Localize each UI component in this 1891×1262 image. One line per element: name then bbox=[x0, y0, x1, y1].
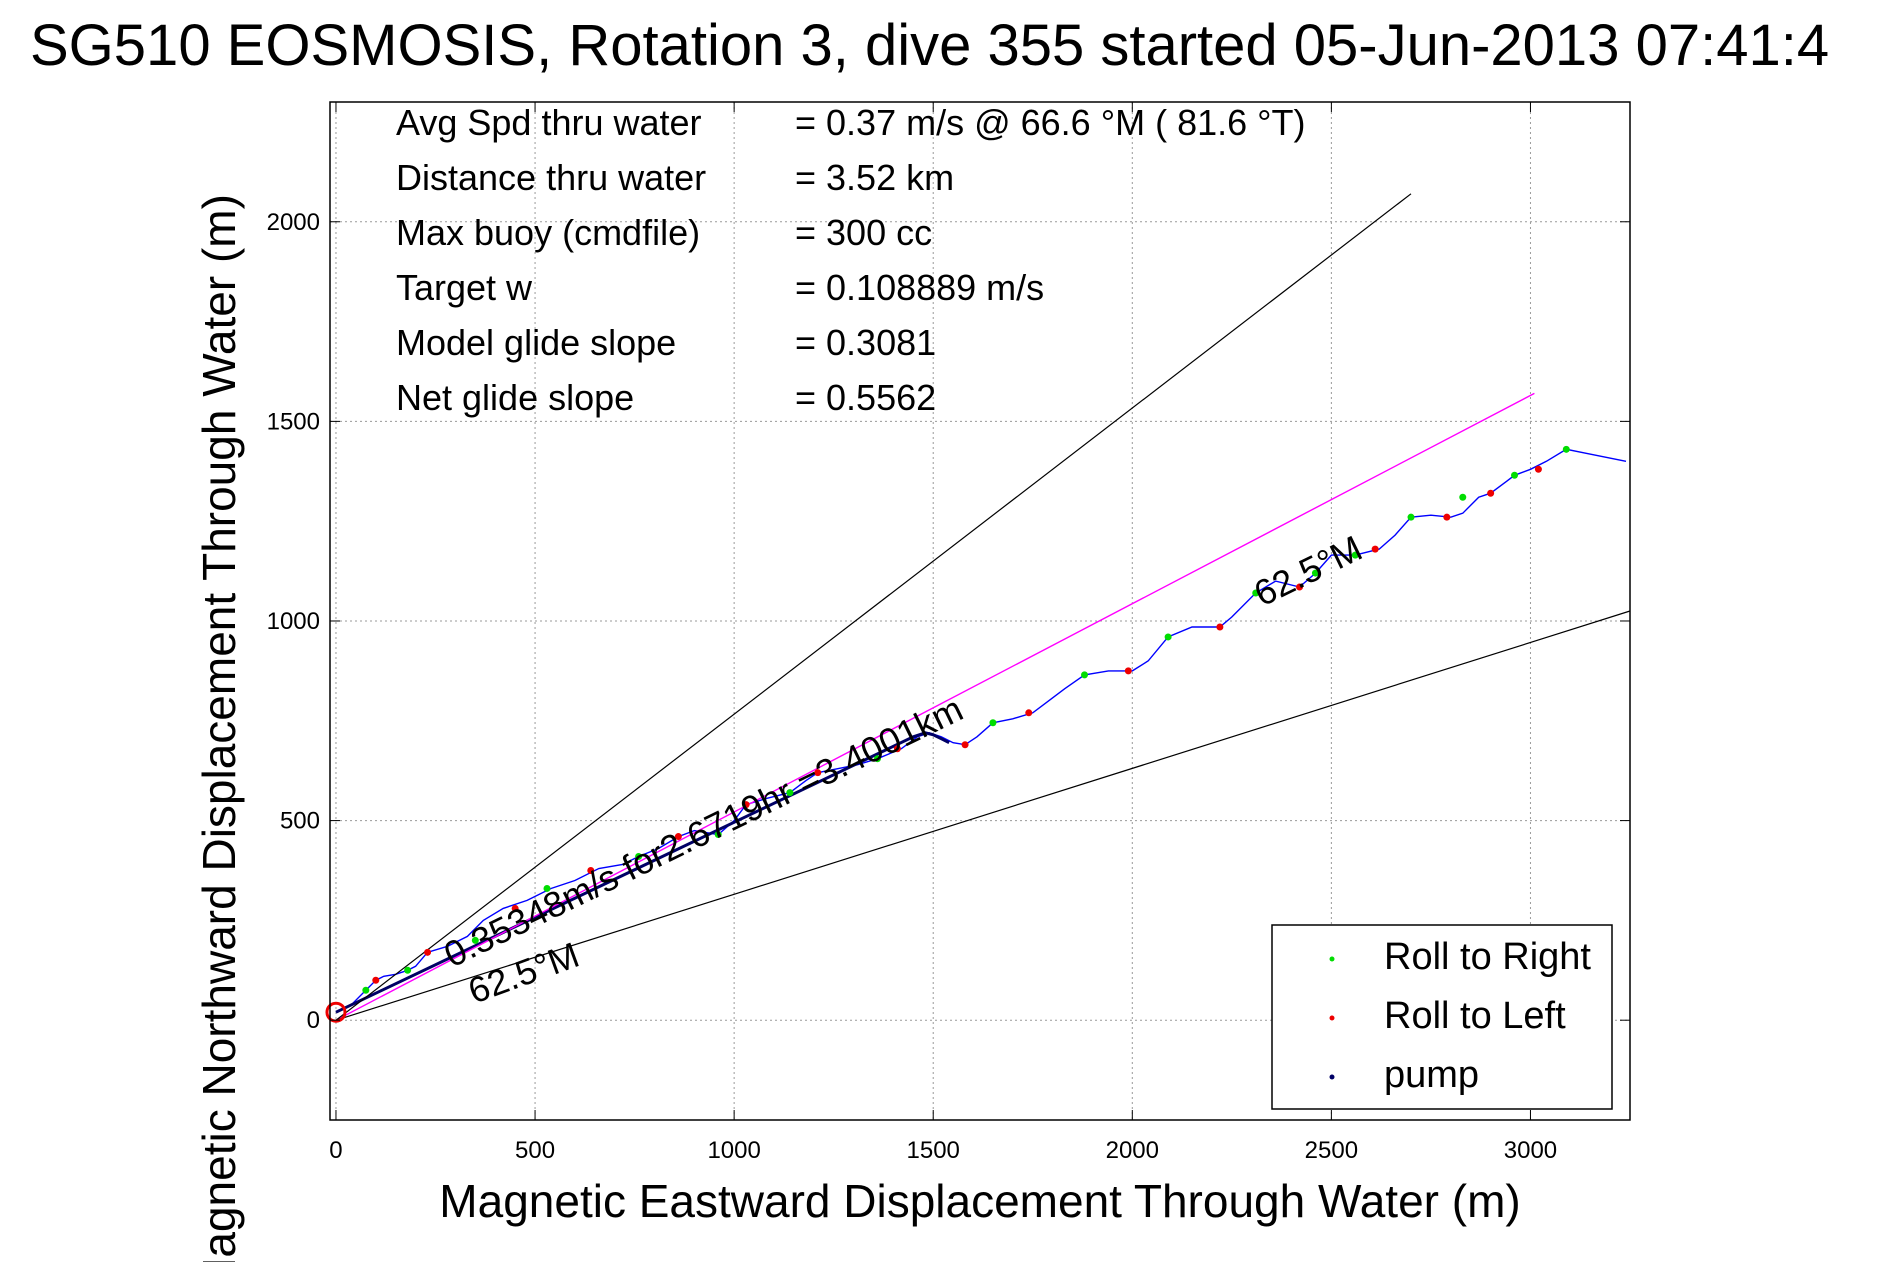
legend-label: Roll to Left bbox=[1384, 995, 1566, 1037]
y-tick-label: 0 bbox=[307, 1007, 320, 1034]
roll-left-marker bbox=[1124, 667, 1132, 675]
roll-right-marker bbox=[1562, 445, 1570, 453]
roll-right-marker bbox=[1164, 633, 1172, 641]
x-axis-ticks: 0 500 1000 1500 2000 2500 3000 bbox=[329, 102, 1557, 1164]
x-tick-label: 1000 bbox=[707, 1137, 760, 1164]
stat-value: = 0.108889 m/s bbox=[795, 267, 1044, 308]
stat-label: Max buoy (cmdfile) bbox=[396, 212, 700, 253]
pump-segment bbox=[335, 731, 950, 1014]
roll-right-marker bbox=[873, 755, 881, 763]
roll-right-marker bbox=[786, 789, 794, 797]
legend-box bbox=[1271, 924, 1613, 1110]
stat-label: Distance thru water bbox=[396, 157, 706, 198]
roll-right-marker bbox=[1351, 551, 1359, 559]
y-tick-label: 1500 bbox=[267, 408, 320, 435]
x-tick-label: 3000 bbox=[1504, 1137, 1557, 1164]
roll-left-marker bbox=[1025, 709, 1033, 717]
depth-average-vector-line bbox=[335, 392, 1535, 1021]
roll-right-marker bbox=[989, 719, 997, 727]
roll-right-marker bbox=[635, 853, 643, 861]
legend: Roll to Right Roll to Left pump bbox=[1271, 924, 1613, 1110]
stat-label: Model glide slope bbox=[396, 322, 676, 363]
legend-label: Roll to Right bbox=[1384, 936, 1591, 978]
stats-block: Avg Spd thru water = 0.37 m/s @ 66.6 °M (… bbox=[396, 102, 1306, 418]
plot-lines bbox=[335, 193, 1631, 1021]
x-tick-label: 2000 bbox=[1106, 1137, 1159, 1164]
roll-left-marker bbox=[1443, 513, 1451, 521]
roll-left-marker bbox=[1216, 623, 1224, 631]
roll-left-marker bbox=[587, 866, 595, 874]
stat-label: Avg Spd thru water bbox=[396, 102, 702, 143]
roll-left-marker bbox=[1487, 489, 1495, 497]
dive-start-marker bbox=[325, 1001, 347, 1023]
roll-left-marker bbox=[372, 976, 380, 984]
x-tick-label: 0 bbox=[329, 1137, 342, 1164]
roll-right-marker bbox=[1459, 493, 1467, 501]
y-tick-label: 2000 bbox=[267, 209, 320, 236]
roll-right-marker bbox=[1081, 671, 1089, 679]
stat-value: = 0.5562 bbox=[795, 377, 936, 418]
y-tick-label: 500 bbox=[280, 808, 320, 835]
roll-right-marker bbox=[362, 986, 370, 994]
x-axis-label: Magnetic Eastward Displacement Through W… bbox=[439, 1175, 1520, 1227]
roll-right-marker bbox=[1311, 569, 1319, 577]
roll-left-marker bbox=[674, 833, 682, 841]
roll-right-marker bbox=[543, 884, 551, 892]
y-tick-label: 1000 bbox=[267, 608, 320, 635]
roll-right-marker bbox=[1252, 589, 1260, 597]
roll-left-marker bbox=[511, 904, 519, 912]
legend-label: pump bbox=[1384, 1054, 1479, 1096]
roll-left-marker bbox=[1296, 583, 1304, 591]
legend-marker bbox=[1329, 1015, 1335, 1021]
x-tick-label: 2500 bbox=[1305, 1137, 1358, 1164]
roll-left-marker bbox=[424, 948, 432, 956]
grid-lines bbox=[330, 102, 1630, 1120]
heading-bound-lower-line bbox=[335, 610, 1631, 1021]
heading-bound-upper-line bbox=[335, 193, 1412, 1021]
roll-left-marker bbox=[742, 801, 750, 809]
legend-marker bbox=[1329, 956, 1335, 962]
chart-title: SG510 EOSMOSIS, Rotation 3, dive 355 sta… bbox=[30, 13, 1829, 78]
legend-marker bbox=[1329, 1074, 1335, 1080]
roll-right-marker bbox=[404, 966, 412, 974]
stat-value: = 0.3081 bbox=[795, 322, 936, 363]
stat-label: Target w bbox=[396, 267, 533, 308]
roll-left-marker bbox=[1371, 545, 1379, 553]
y-axis-ticks: 0 500 1000 1500 2000 bbox=[267, 209, 1630, 1034]
roll-right-marker bbox=[714, 831, 722, 839]
stat-value: = 300 cc bbox=[795, 212, 932, 253]
x-tick-label: 1500 bbox=[907, 1137, 960, 1164]
roll-right-marker bbox=[1407, 513, 1415, 521]
roll-right-marker bbox=[1511, 471, 1519, 479]
y-axis-label: Magnetic Northward Displacement Through … bbox=[193, 194, 245, 1262]
roll-left-marker bbox=[961, 741, 969, 749]
roll-left-marker bbox=[1534, 465, 1542, 473]
roll-left-marker bbox=[893, 745, 901, 753]
roll-left-marker bbox=[814, 769, 822, 777]
stat-label: Net glide slope bbox=[396, 377, 634, 418]
stat-value: = 3.52 km bbox=[795, 157, 954, 198]
stat-value: = 0.37 m/s @ 66.6 °M ( 81.6 °T) bbox=[795, 102, 1306, 143]
plot-markers bbox=[325, 445, 1570, 1023]
x-tick-label: 500 bbox=[515, 1137, 555, 1164]
roll-right-marker bbox=[471, 936, 479, 944]
plot-area-frame bbox=[329, 101, 1631, 1121]
